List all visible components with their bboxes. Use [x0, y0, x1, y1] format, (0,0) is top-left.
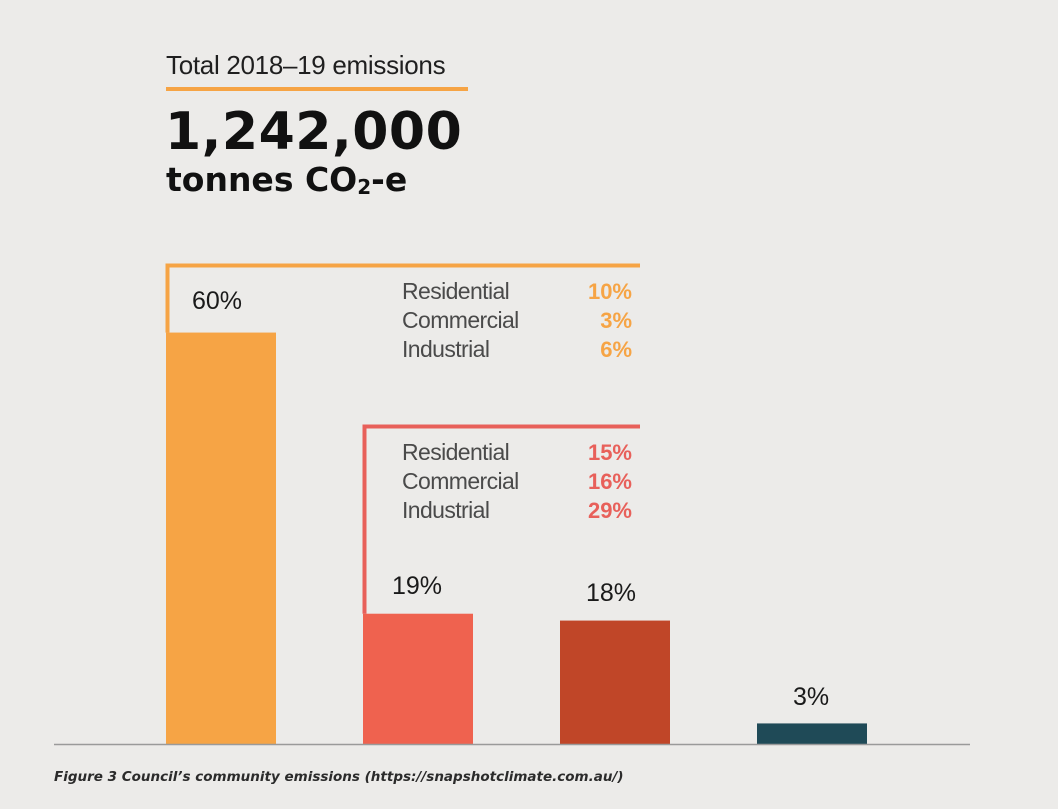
total-emissions-value: 1,242,000 [165, 102, 463, 162]
breakdown-1-value-2: 29% [588, 498, 632, 523]
breakdown-1-label-0: Residential [402, 439, 509, 465]
breakdown-1-value-0: 15% [588, 440, 632, 465]
bar-3 [757, 723, 867, 744]
figure-caption: Figure 3 Council’s community emissions (… [54, 769, 624, 785]
chart-subtitle: Total 2018–19 emissions [166, 50, 446, 80]
breakdown-1-label-2: Industrial [402, 497, 489, 523]
unit-subscript: 2 [357, 175, 372, 199]
bar-1-value-label: 19% [392, 572, 442, 600]
total-emissions-unit: tonnes CO2-e [166, 160, 407, 207]
breakdown-0-value-2: 6% [600, 337, 632, 362]
breakdown-bracket-1 [362, 424, 640, 614]
breakdown-0-label-0: Residential [402, 278, 509, 304]
breakdown-0-label-1: Commercial [402, 307, 519, 333]
bar-2-value-label: 18% [586, 579, 636, 607]
breakdown-1-value-1: 16% [588, 469, 632, 494]
bar-0 [166, 332, 276, 744]
bar-0-value-label: 60% [192, 287, 242, 315]
bar-3-value-label: 3% [793, 683, 829, 711]
bar-2 [560, 620, 670, 744]
breakdown-1-label-1: Commercial [402, 468, 519, 494]
unit-suffix: -e [371, 160, 408, 199]
unit-prefix: tonnes CO [166, 160, 358, 199]
breakdown-0-value-0: 10% [588, 279, 632, 304]
breakdown-bracket-0 [165, 263, 640, 333]
breakdown-0-value-1: 3% [600, 308, 632, 333]
breakdown-0-label-2: Industrial [402, 336, 489, 362]
bar-1 [363, 613, 473, 744]
subtitle-underline [166, 87, 468, 91]
